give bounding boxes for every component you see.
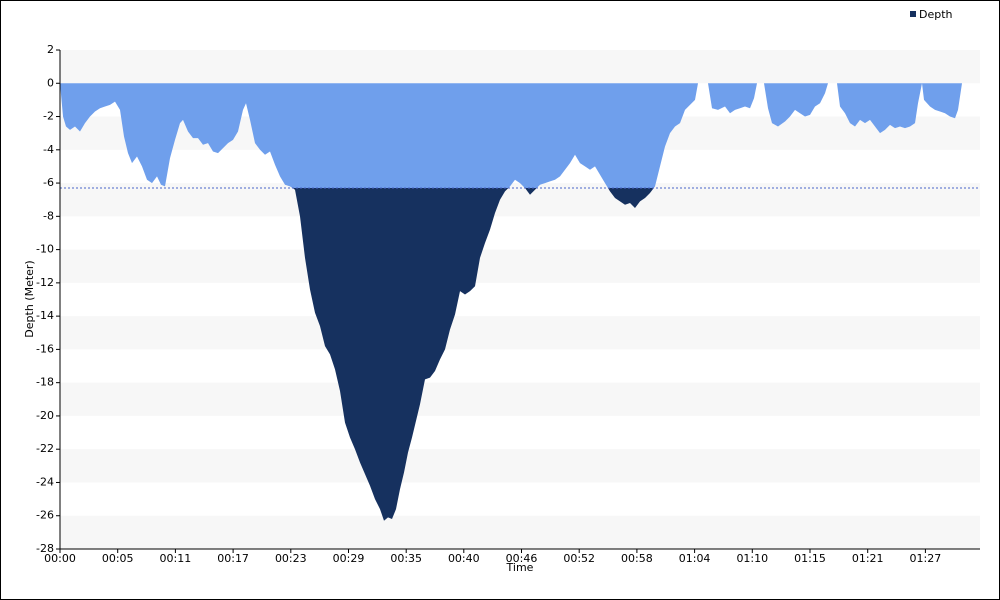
y-tick-label: 2 [47,43,54,56]
grid-band [60,449,980,483]
x-tick-label: 00:52 [563,552,595,565]
x-tick-label: 00:05 [102,552,134,565]
x-tick-label: 00:23 [275,552,307,565]
x-tick-label: 00:11 [160,552,192,565]
x-tick-label: 00:46 [506,552,538,565]
x-axis-label: Time [506,561,534,574]
y-tick-label: -6 [43,176,54,189]
y-tick-label: -18 [36,376,54,389]
y-tick-label: -2 [43,110,54,123]
grid-band [60,183,980,217]
x-tick-label: 01:21 [852,552,884,565]
y-tick-label: -10 [36,243,54,256]
y-tick-label: -20 [36,409,54,422]
y-tick-label: -26 [36,509,54,522]
x-tick-label: 00:17 [217,552,249,565]
x-tick-label: 00:00 [44,552,76,565]
grid-band [60,50,980,84]
x-tick-label: 01:27 [910,552,942,565]
x-tick-label: 00:40 [448,552,480,565]
x-tick-label: 01:04 [679,552,711,565]
y-tick-label: -4 [43,143,54,156]
y-tick-label: -14 [36,309,54,322]
x-tick-label: 00:58 [621,552,653,565]
y-tick-label: -16 [36,342,54,355]
x-tick-label: 00:35 [390,552,422,565]
grid-band [60,382,980,416]
grid-band [60,316,980,350]
y-tick-label: -8 [43,209,54,222]
legend-label: Depth [919,8,953,21]
y-tick-label: -28 [36,542,54,555]
legend-swatch [910,11,916,17]
y-tick-label: -12 [36,276,54,289]
y-tick-label: -22 [36,442,54,455]
area-deep [292,188,654,521]
y-tick-label: -24 [36,475,54,488]
x-tick-label: 01:10 [736,552,768,565]
grid-band [60,515,980,549]
y-axis-label: Depth (Meter) [23,260,36,337]
x-tick-label: 00:29 [333,552,365,565]
grid-band [60,249,980,283]
x-tick-label: 01:15 [794,552,826,565]
y-tick-label: 0 [47,76,54,89]
area-shallow [60,83,962,189]
